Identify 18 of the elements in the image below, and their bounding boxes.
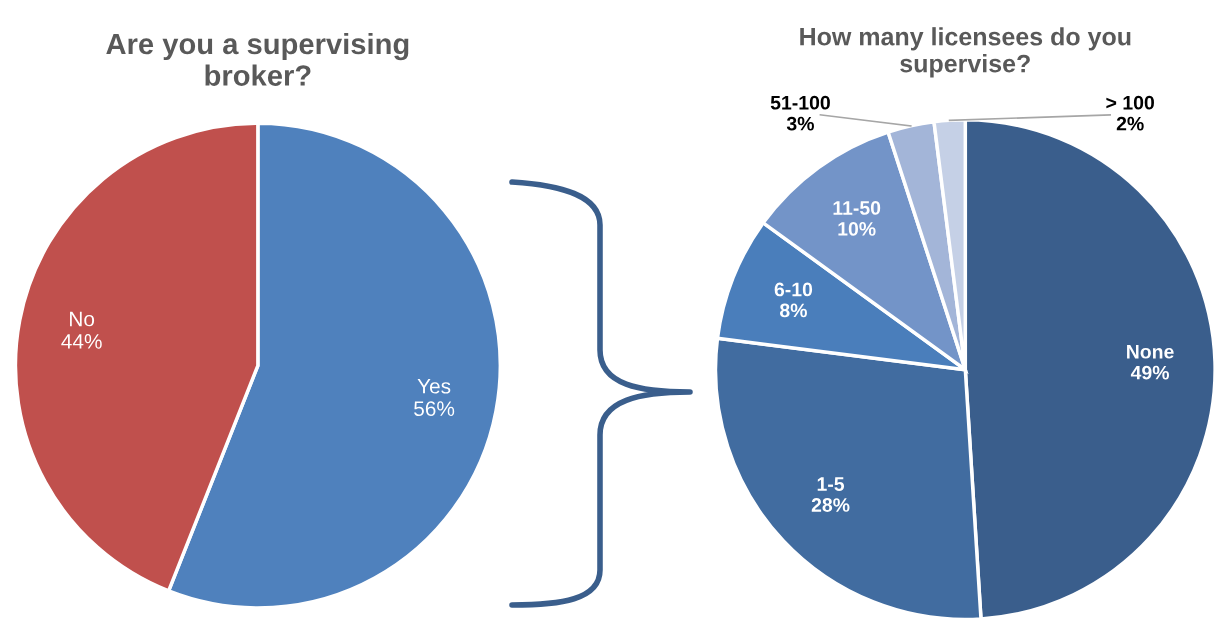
slice-label: 11-50 — [833, 201, 881, 215]
slice-label: None — [1127, 345, 1174, 359]
data-label: 44% — [61, 334, 102, 349]
slice-label: > 100 — [1106, 95, 1154, 110]
chart-title: Are you a supervising broker? — [106, 32, 409, 86]
data-label: 3% — [786, 116, 814, 131]
slice-label: 6-10 — [774, 282, 813, 297]
data-label: 8% — [779, 303, 807, 318]
slice-label: Yes — [417, 379, 451, 394]
data-label: 10% — [838, 222, 876, 236]
chart-title: How many licensees do you supervise? — [800, 27, 1131, 78]
data-label: 56% — [414, 401, 455, 417]
slice-label: 1-5 — [817, 477, 845, 491]
data-label: 2% — [1116, 116, 1144, 131]
slice-label: No — [70, 311, 95, 327]
data-label: 49% — [1130, 365, 1170, 380]
data-label: 28% — [811, 498, 850, 512]
slice-label: 51-100 — [770, 95, 830, 110]
